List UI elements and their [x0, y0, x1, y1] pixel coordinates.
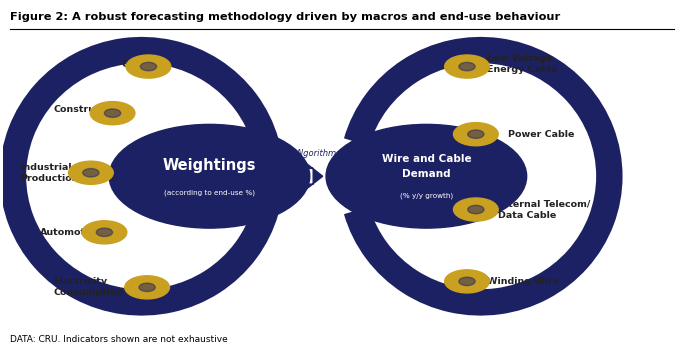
- Text: Winding Wire: Winding Wire: [487, 277, 560, 286]
- Text: DATA: CRU. Indicators shown are not exhaustive: DATA: CRU. Indicators shown are not exha…: [10, 335, 228, 345]
- Circle shape: [109, 124, 310, 228]
- Text: Weightings: Weightings: [163, 158, 256, 173]
- Text: Figure 2: A robust forecasting methodology driven by macros and end-use behaviou: Figure 2: A robust forecasting methodolo…: [10, 11, 560, 22]
- Circle shape: [82, 221, 127, 244]
- Text: Power Cable: Power Cable: [507, 130, 574, 139]
- Circle shape: [125, 276, 170, 299]
- Text: (according to end-use %): (according to end-use %): [164, 190, 255, 196]
- Circle shape: [326, 124, 527, 228]
- Circle shape: [126, 55, 171, 78]
- Circle shape: [468, 205, 484, 214]
- Text: Demand: Demand: [402, 169, 451, 179]
- Circle shape: [96, 228, 112, 236]
- Text: Low Voltage
Energy Cable: Low Voltage Energy Cable: [487, 54, 558, 74]
- Text: Internal Telecom/
Data Cable: Internal Telecom/ Data Cable: [498, 199, 590, 220]
- Circle shape: [445, 270, 489, 293]
- Text: (% y/y growth): (% y/y growth): [400, 192, 453, 199]
- Text: GDP: GDP: [121, 59, 144, 69]
- Text: Automotive: Automotive: [40, 228, 102, 237]
- Circle shape: [445, 55, 489, 78]
- Circle shape: [140, 62, 156, 71]
- Text: Industrial
Production: Industrial Production: [20, 163, 78, 183]
- Text: Construction: Construction: [54, 105, 122, 114]
- Circle shape: [454, 122, 498, 146]
- Circle shape: [459, 277, 475, 286]
- Circle shape: [468, 130, 484, 138]
- Circle shape: [105, 109, 121, 117]
- Circle shape: [139, 283, 155, 292]
- Circle shape: [68, 161, 113, 184]
- Text: Wire and Cable: Wire and Cable: [382, 154, 471, 164]
- Circle shape: [454, 198, 498, 221]
- Circle shape: [459, 62, 475, 71]
- Text: Electricity
Consumption: Electricity Consumption: [54, 277, 124, 297]
- Circle shape: [83, 168, 99, 177]
- Text: Algorithms: Algorithms: [295, 149, 341, 158]
- FancyArrow shape: [304, 161, 322, 191]
- Circle shape: [90, 101, 135, 125]
